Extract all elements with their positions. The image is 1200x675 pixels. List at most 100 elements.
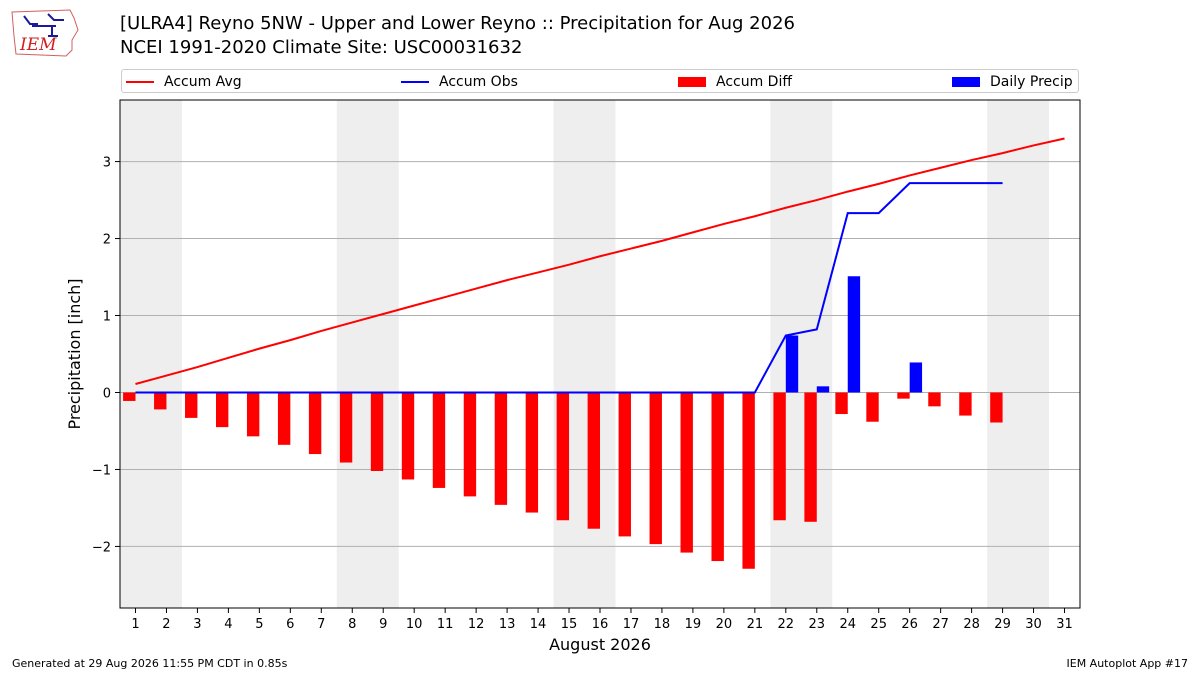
accum-diff-bar	[401, 392, 415, 480]
x-tick-label: 25	[870, 617, 887, 632]
iem-logo: IEM	[11, 9, 79, 57]
y-tick-label: 2	[103, 233, 111, 248]
accum-diff-bar	[618, 392, 631, 537]
weekend-band	[120, 100, 182, 608]
x-tick-label: 10	[406, 617, 423, 632]
weekend-band	[553, 100, 616, 608]
accum-diff-bar	[277, 392, 291, 445]
x-tick-label: 24	[839, 617, 856, 632]
x-tick-label: 9	[379, 617, 387, 632]
weekend-band	[770, 100, 833, 608]
accum-diff-bar	[866, 392, 879, 422]
accum-diff-bar	[835, 392, 848, 415]
legend-swatch-accum-diff	[678, 77, 706, 87]
x-tick-label: 30	[1025, 617, 1042, 632]
y-tick-label: 3	[103, 156, 111, 171]
legend-item-accum-diff: Accum Diff	[678, 74, 792, 90]
accum-diff-bar	[432, 392, 446, 488]
weekend-band	[336, 100, 399, 608]
accum-obs-line	[135, 182, 1003, 394]
app-id: IEM Autoplot App #17	[1066, 657, 1189, 670]
accum-diff-bar	[556, 392, 570, 521]
accum-diff-bar	[680, 392, 693, 553]
legend-item-accum-obs: Accum Obs	[401, 74, 518, 90]
x-tick-label: 5	[255, 617, 263, 632]
x-tick-label: 15	[561, 617, 578, 632]
x-tick-label: 26	[901, 617, 918, 632]
daily-precip-bar	[909, 362, 923, 393]
x-tick-label: 23	[809, 617, 826, 632]
accum-diff-bar	[959, 392, 972, 416]
daily-precip-bar	[816, 386, 830, 393]
x-tick-label: 1	[131, 617, 139, 632]
accum-avg-line	[135, 137, 1065, 385]
y-axis: −2 −1 0 1 2 3	[92, 156, 120, 555]
accum-diff-bar	[711, 392, 724, 562]
legend-label-accum-diff: Accum Diff	[716, 74, 793, 90]
x-tick-label: 29	[994, 617, 1011, 632]
y-tick-label: −2	[92, 540, 111, 555]
y-tick-label: 0	[103, 386, 111, 401]
accum-diff-bar	[990, 392, 1003, 423]
accum-diff-bar	[773, 392, 786, 521]
x-tick-label: 8	[348, 617, 356, 632]
legend-swatch-daily-precip	[952, 77, 980, 87]
x-tick-label: 17	[623, 617, 640, 632]
accum-diff-bar	[154, 392, 167, 410]
legend-swatch-accum-obs	[401, 81, 429, 83]
daily-precip-bar	[785, 335, 799, 393]
accum-diff-bar	[339, 392, 353, 463]
title-line-1: [ULRA4] Reyno 5NW - Upper and Lower Reyn…	[120, 13, 795, 34]
daily-precip-bars	[785, 276, 923, 393]
accum-diff-bars	[123, 392, 1003, 569]
accum-diff-bar	[370, 392, 384, 471]
logo-text: IEM	[19, 35, 57, 55]
x-axis: 1 2 3 4 5 6 7 8 9 10 11 12 13 14 15 16 17 18 19 20 21 22 23 24 2…	[131, 608, 1073, 632]
accum-lines	[135, 137, 1065, 394]
legend-label-accum-obs: Accum Obs	[439, 74, 518, 90]
accum-diff-bar	[185, 392, 198, 418]
x-tick-label: 16	[592, 617, 609, 632]
x-tick-label: 6	[286, 617, 294, 632]
legend-label-accum-avg: Accum Avg	[164, 74, 242, 90]
x-tick-label: 3	[193, 617, 201, 632]
iowa-state-outline-icon	[11, 9, 79, 57]
weekend-bands	[120, 100, 1050, 608]
x-tick-label: 14	[530, 617, 547, 632]
accum-diff-bar	[649, 392, 662, 545]
accum-diff-bar	[308, 392, 322, 455]
x-tick-label: 20	[716, 617, 733, 632]
weather-instrument-icon	[23, 13, 64, 37]
x-axis-label: August 2026	[549, 635, 651, 654]
x-tick-label: 27	[932, 617, 949, 632]
x-tick-label: 12	[468, 617, 485, 632]
accum-diff-bar	[494, 392, 508, 505]
legend-label-daily-precip: Daily Precip	[990, 74, 1073, 90]
x-tick-label: 4	[224, 617, 232, 632]
y-axis-label: Precipitation [inch]	[65, 278, 84, 429]
x-tick-label: 13	[499, 617, 516, 632]
y-tick-label: 1	[103, 310, 111, 325]
weekend-band	[987, 100, 1050, 608]
chart-title: [ULRA4] Reyno 5NW - Upper and Lower Reyn…	[120, 12, 795, 60]
accum-diff-bar	[742, 392, 755, 569]
x-tick-label: 21	[747, 617, 764, 632]
daily-precip-bar	[847, 276, 861, 393]
accum-diff-bar	[804, 392, 817, 522]
accum-diff-bar	[123, 392, 136, 401]
accum-diff-bar	[928, 392, 941, 407]
x-tick-label: 2	[162, 617, 170, 632]
accum-diff-bar	[525, 392, 539, 513]
accum-diff-bar	[897, 392, 910, 399]
accum-diff-bar	[216, 392, 229, 428]
x-tick-label: 31	[1056, 617, 1073, 632]
legend-item-accum-avg: Accum Avg	[126, 74, 242, 90]
x-tick-label: 11	[437, 617, 454, 632]
generated-timestamp: Generated at 29 Aug 2026 11:55 PM CDT in…	[12, 657, 288, 670]
legend-item-daily-precip: Daily Precip	[952, 74, 1073, 90]
x-tick-label: 28	[963, 617, 980, 632]
y-tick-label: −1	[92, 463, 111, 478]
x-tick-label: 19	[685, 617, 702, 632]
x-tick-label: 18	[654, 617, 671, 632]
